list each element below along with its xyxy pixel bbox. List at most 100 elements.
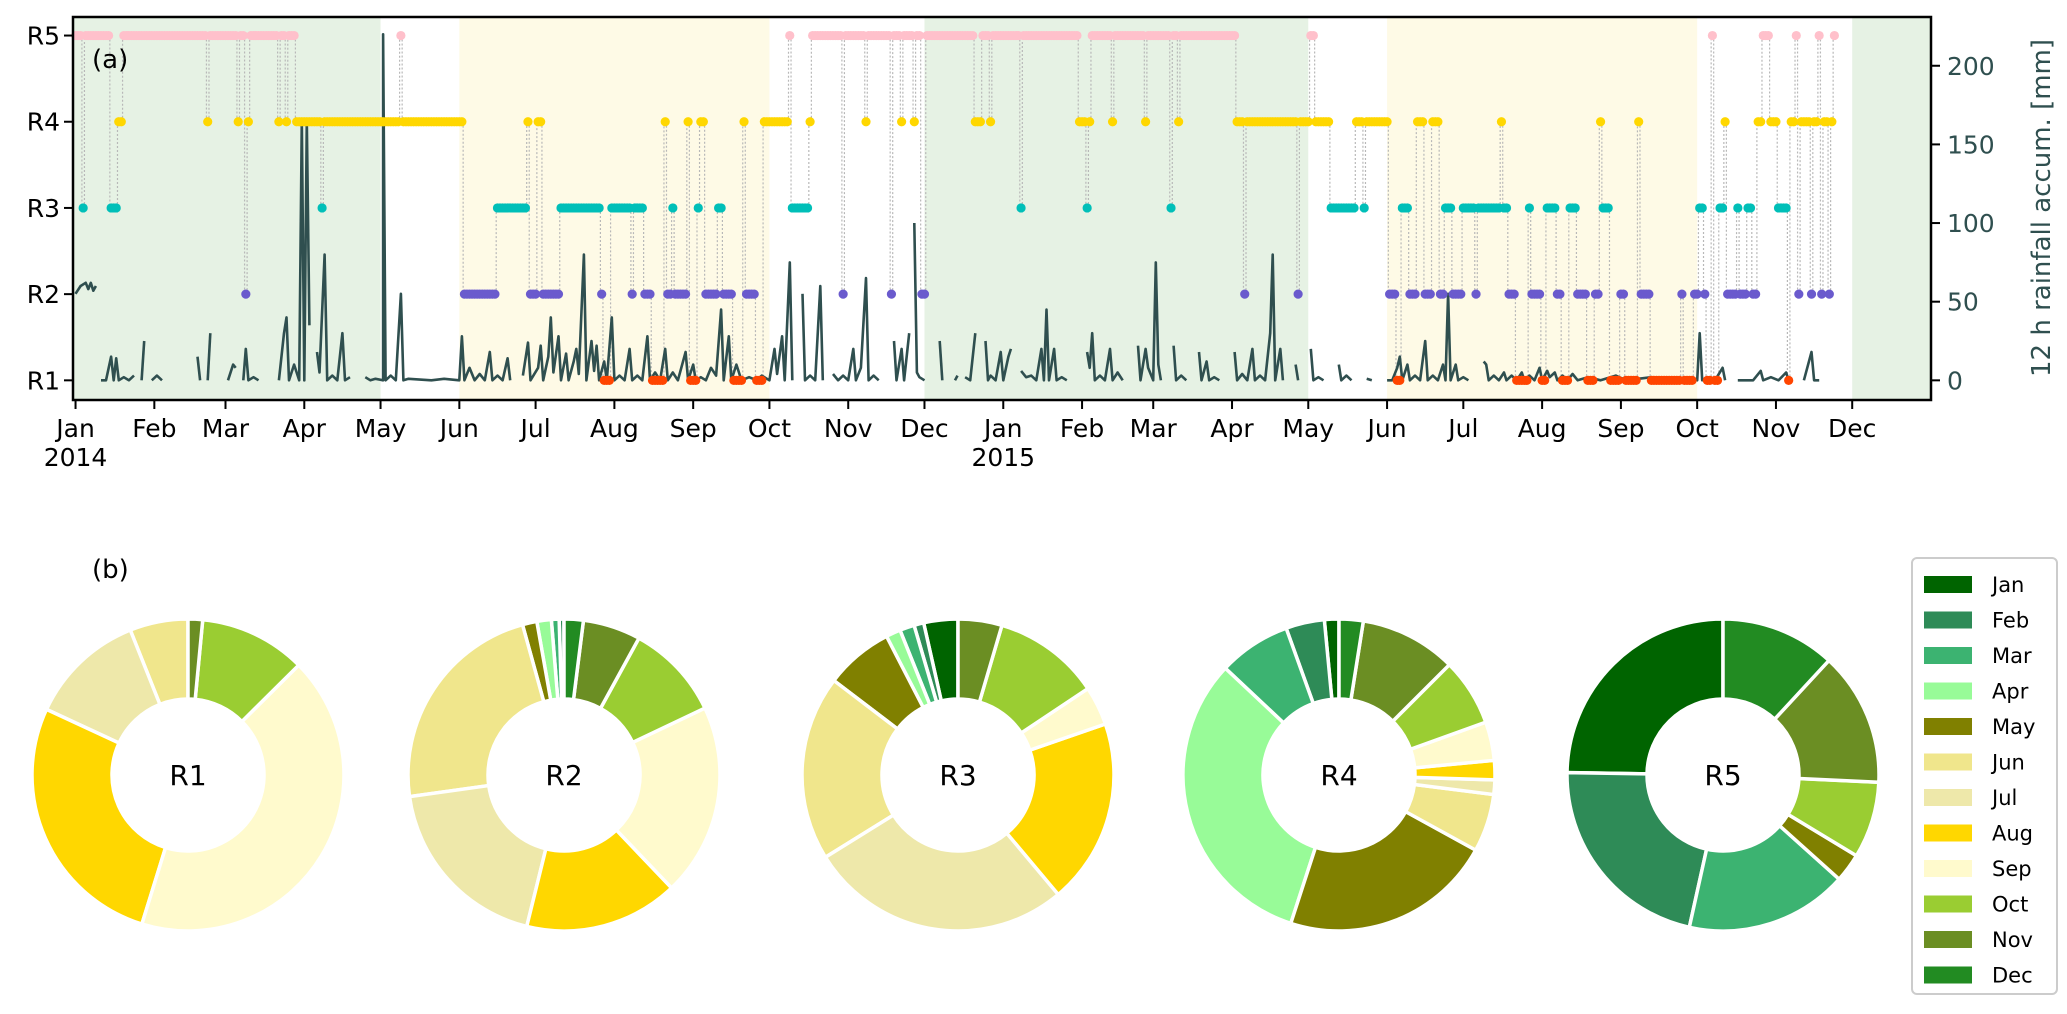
wedge-jun — [800, 678, 900, 860]
x-tick-label: Jan — [982, 414, 1023, 443]
regime-point-R2 — [1692, 289, 1702, 299]
regime-point-R1 — [658, 375, 668, 385]
wedge-nov — [956, 617, 1005, 705]
legend-label: Jan — [1990, 573, 2024, 597]
legend-swatch — [1924, 789, 1972, 806]
regime-point-R3 — [1016, 203, 1026, 213]
wedge-sep — [139, 662, 346, 933]
regime-point-R2 — [1580, 289, 1590, 299]
regime-point-R1 — [736, 375, 747, 385]
regime-point-R1 — [1613, 375, 1623, 385]
regime-point-R4 — [861, 117, 871, 127]
wedge-aug — [524, 827, 675, 933]
regime-point-R1 — [691, 375, 701, 385]
legend-label: Sep — [1992, 857, 2032, 881]
x-tick-label: Jun — [1366, 414, 1407, 443]
rainfall-line-segment — [1197, 351, 1220, 382]
regime-point-R3 — [1603, 203, 1613, 213]
x-tick-label: Jul — [1446, 414, 1478, 443]
regime-point-R1 — [1562, 375, 1573, 385]
donut-panel: (b) R1 R2 R3 R4 R5 Jan Feb Mar Apr May Jun Jul Aug S… — [30, 555, 2058, 995]
regime-point-R4 — [1720, 117, 1730, 127]
regime-point-R3 — [78, 203, 88, 213]
legend-swatch — [1924, 966, 1972, 984]
month-legend: Jan Feb Mar Apr May Jun Jul Aug Sep Oct Nov Dec — [1911, 557, 2058, 995]
rainfall-line-segment — [140, 340, 146, 381]
rainfall-line-segment — [101, 355, 135, 382]
rainfall-line-segment — [196, 356, 202, 381]
wedge-nov — [186, 617, 205, 702]
regime-point-R2 — [838, 289, 848, 299]
x-tick-label: Feb — [132, 414, 176, 443]
regime-point-R4 — [1812, 117, 1822, 127]
regime-point-R3 — [1446, 203, 1456, 213]
donut-center-label: R3 — [939, 759, 976, 792]
regime-point-R2 — [1425, 289, 1435, 299]
rain-tick-label: 50 — [1947, 288, 1979, 317]
donut-R3: R3 — [800, 617, 1116, 933]
regime-point-R5 — [1229, 30, 1240, 41]
rainfall-series — [74, 32, 1820, 382]
wedge-jul — [407, 783, 548, 929]
rainfall-line-segment — [1294, 364, 1300, 381]
regime-point-R5 — [1763, 30, 1773, 41]
regime-point-R4 — [975, 117, 985, 127]
donut-center-label: R1 — [169, 759, 206, 792]
donut-R5: R5 — [1565, 617, 1881, 933]
regime-point-R2 — [1794, 289, 1804, 299]
regime-point-R2 — [1555, 289, 1565, 299]
wedge-feb — [1565, 770, 1709, 930]
x-tick-label: Jun — [438, 414, 479, 443]
regime-point-R2 — [530, 289, 541, 299]
regime-point-R4 — [897, 117, 907, 127]
regime-point-R3 — [693, 203, 703, 213]
regime-point-R2 — [1240, 289, 1250, 299]
rainfall-line-segment — [150, 374, 163, 382]
x-tick-label: Nov — [824, 414, 873, 443]
x-tick-label: Dec — [1828, 414, 1876, 443]
wedge-jun — [406, 622, 546, 799]
x-tick-label: Nov — [1752, 414, 1801, 443]
regime-point-R4 — [909, 117, 919, 127]
regime-point-R4 — [1418, 117, 1428, 127]
rainfall-line-segment — [1085, 331, 1124, 382]
regime-point-R2 — [1806, 289, 1817, 299]
regime-point-R5 — [1814, 30, 1824, 41]
rainfall-line-segment — [1482, 331, 1727, 382]
regime-point-R5 — [1791, 30, 1801, 41]
regime-point-R1 — [1712, 375, 1723, 385]
regime-point-R1 — [1540, 375, 1550, 385]
regime-point-R2 — [1593, 289, 1603, 299]
wedge-apr — [1181, 665, 1318, 926]
regime-point-R3 — [520, 203, 531, 213]
regime-point-R4 — [1827, 117, 1837, 127]
rainfall-line-segment — [892, 333, 911, 382]
regime-point-R4 — [1756, 117, 1766, 127]
legend-swatch — [1924, 824, 1972, 842]
legend-swatch — [1924, 895, 1972, 913]
wedge-sep — [613, 705, 722, 891]
rainfall-line-segment — [1020, 308, 1068, 382]
regime-point-R3 — [1550, 203, 1560, 213]
regime-point-R4 — [1141, 117, 1151, 127]
regime-point-R5 — [1072, 30, 1082, 41]
x-tick-year-label: 2015 — [971, 443, 1035, 472]
legend-swatch — [1924, 647, 1972, 664]
panel-b-label: (b) — [92, 555, 129, 585]
donut-R4: R4 — [1181, 617, 1497, 933]
panel-a-label: (a) — [92, 45, 128, 75]
legend-label: Aug — [1992, 822, 2033, 846]
shaded-period-wet — [1852, 17, 1931, 400]
shaded-period-dry — [1387, 17, 1698, 400]
legend-label: Nov — [1992, 928, 2033, 952]
regime-transition-lines — [81, 35, 1834, 381]
x-tick-label: Oct — [1676, 414, 1719, 443]
regime-point-R5 — [968, 30, 978, 41]
rainfall-line-segment — [1366, 377, 1373, 382]
wedge-dec — [1337, 617, 1366, 702]
legend-swatch — [1924, 682, 1972, 700]
regime-point-R4 — [523, 117, 533, 127]
regime-point-R2 — [1456, 289, 1466, 299]
x-tick-label: Apr — [283, 414, 327, 443]
